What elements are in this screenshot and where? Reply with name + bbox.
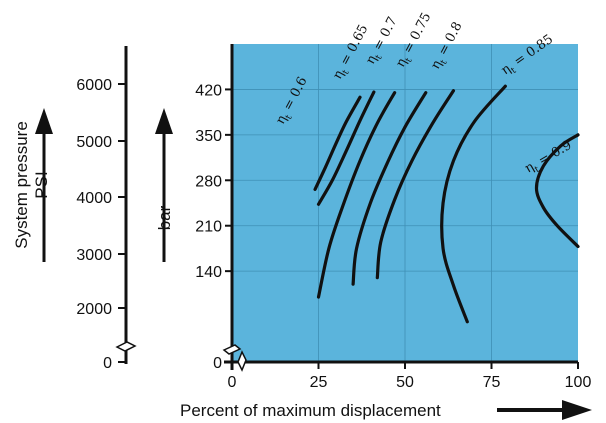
bar-axis-ticks: 0 140 210 280 350 420 <box>195 82 232 372</box>
efficiency-curve <box>351 91 428 286</box>
bar-tick-label: 0 <box>213 355 222 372</box>
bar-tick-label: 210 <box>195 219 222 236</box>
bar-axis-label: bar <box>155 205 174 230</box>
psi-tick-label: 6000 <box>76 77 112 94</box>
bar-up-arrow <box>155 108 173 262</box>
psi-axis-label-line2: PSI <box>32 171 51 198</box>
x-axis-ticks: 0 25 50 75 100 <box>228 362 592 391</box>
bar-tick-label: 280 <box>195 173 222 190</box>
bar-tick-label: 350 <box>195 128 222 145</box>
bar-tick-label: 420 <box>195 82 222 99</box>
x-tick-label: 75 <box>483 374 501 391</box>
efficiency-curve <box>316 91 397 299</box>
x-tick-label: 25 <box>310 374 328 391</box>
psi-axis-label-line1: System pressure <box>12 121 31 249</box>
psi-tick-label: 2000 <box>76 301 112 318</box>
efficiency-curve <box>375 89 456 280</box>
efficiency-curve <box>440 84 507 324</box>
efficiency-curves <box>313 84 580 324</box>
axis-break-mark-bar <box>222 344 242 355</box>
axis-break-mark-psi <box>115 341 137 352</box>
psi-tick-label: 5000 <box>76 134 112 151</box>
bar-tick-label: 140 <box>195 264 222 281</box>
psi-tick-label: 3000 <box>76 247 112 264</box>
grid-lines <box>232 44 578 362</box>
x-axis-label: Percent of maximum displacement <box>180 401 441 420</box>
psi-up-arrow <box>35 108 53 262</box>
x-right-arrow <box>497 400 592 420</box>
psi-tick-label: 0 <box>103 355 112 372</box>
efficiency-curve <box>313 95 362 191</box>
axis-break-mark-x <box>237 350 247 372</box>
x-tick-label: 100 <box>565 374 592 391</box>
x-tick-label: 50 <box>396 374 414 391</box>
efficiency-curve <box>534 133 580 249</box>
x-tick-label: 0 <box>228 374 237 391</box>
psi-tick-label: 4000 <box>76 190 112 207</box>
psi-axis-ticks: 0 2000 3000 4000 5000 6000 <box>76 77 126 372</box>
efficiency-curve <box>316 90 376 206</box>
